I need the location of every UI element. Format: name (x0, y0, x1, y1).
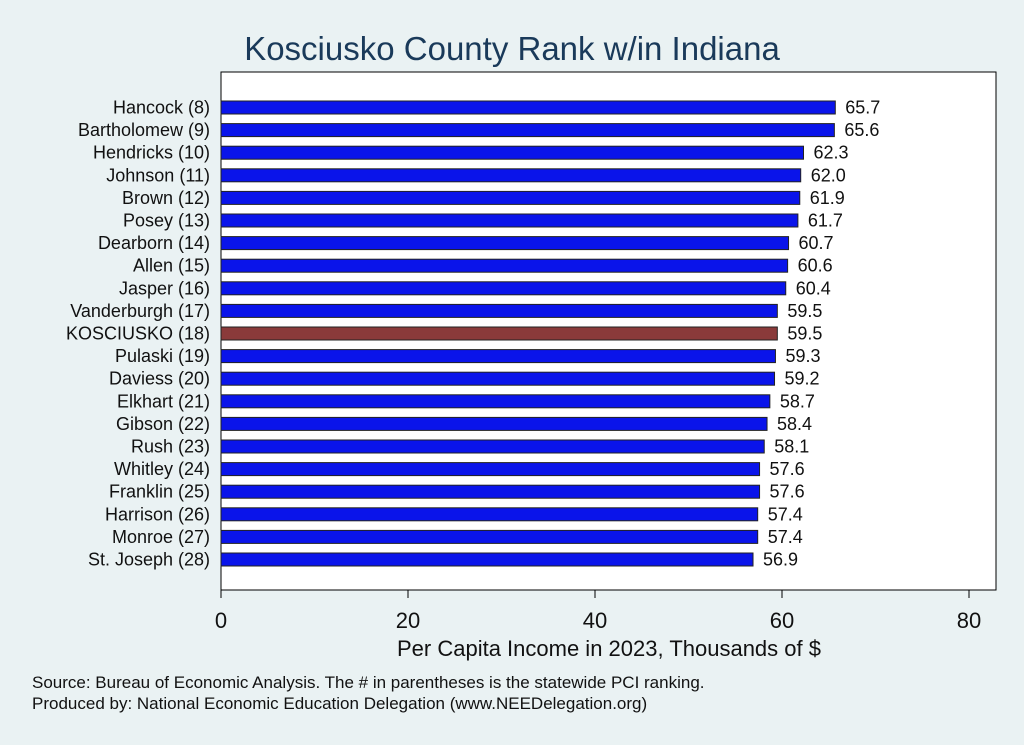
value-label: 62.3 (814, 143, 849, 163)
x-tick-label: 20 (396, 608, 420, 633)
value-label: 57.6 (770, 482, 805, 502)
category-label: Elkhart (21) (117, 391, 210, 411)
category-label: Gibson (22) (116, 414, 210, 434)
category-label: Dearborn (14) (98, 233, 210, 253)
category-label: Posey (13) (123, 211, 210, 231)
value-label: 65.7 (845, 98, 880, 118)
bar (220, 371, 776, 386)
value-label: 59.5 (787, 324, 822, 344)
category-label: Brown (12) (122, 188, 210, 208)
category-label: Harrison (26) (105, 504, 210, 524)
value-label: 61.9 (810, 188, 845, 208)
value-label: 57.4 (768, 527, 803, 547)
category-label: KOSCIUSKO (18) (66, 324, 210, 344)
category-label: Jasper (16) (119, 278, 210, 298)
category-label: Daviess (20) (109, 369, 210, 389)
category-label: Franklin (25) (109, 482, 210, 502)
bar (220, 552, 754, 567)
value-label: 59.2 (785, 369, 820, 389)
category-label: St. Joseph (28) (88, 550, 210, 570)
value-label: 57.4 (768, 504, 803, 524)
bar (220, 236, 790, 251)
x-tick-label: 0 (215, 608, 227, 633)
bar (220, 303, 778, 318)
bar (220, 281, 787, 296)
bar (220, 349, 776, 364)
value-label: 58.1 (774, 437, 809, 457)
x-tick-label: 80 (957, 608, 981, 633)
value-label: 60.6 (798, 256, 833, 276)
bar (220, 439, 765, 454)
bar (220, 190, 801, 205)
value-label: 59.3 (785, 346, 820, 366)
bar (220, 484, 761, 499)
value-label: 60.7 (799, 233, 834, 253)
category-label: Johnson (11) (106, 165, 210, 185)
category-label: Rush (23) (131, 437, 210, 457)
bar-highlight (220, 326, 778, 341)
category-label: Pulaski (19) (115, 346, 210, 366)
x-axis: 0 20 40 60 80 (215, 590, 981, 633)
value-label: 62.0 (811, 165, 846, 185)
bar (220, 123, 835, 138)
bar (220, 145, 805, 160)
category-label: Allen (15) (133, 256, 210, 276)
category-label: Hancock (8) (113, 98, 210, 118)
source-note: Source: Bureau of Economic Analysis. The… (32, 673, 705, 692)
bar (220, 394, 771, 409)
category-label: Whitley (24) (114, 459, 210, 479)
value-label: 57.6 (770, 459, 805, 479)
bar (220, 416, 768, 431)
bar (220, 258, 789, 273)
bar (220, 213, 799, 228)
value-label: 61.7 (808, 211, 843, 231)
category-label: Monroe (27) (112, 527, 210, 547)
x-tick-label: 60 (770, 608, 794, 633)
bar (220, 529, 759, 544)
chart-title: Kosciusko County Rank w/in Indiana (244, 30, 780, 67)
bar (220, 462, 761, 477)
value-label: 56.9 (763, 550, 798, 570)
bars-group: Hancock (8) 65.7 Bartholomew (9) 65.6 Hendri… (66, 98, 880, 570)
bar (220, 100, 836, 115)
producer-note: Produced by: National Economic Education… (32, 694, 647, 713)
category-label: Vanderburgh (17) (70, 301, 210, 321)
category-label: Hendricks (10) (93, 143, 210, 163)
value-label: 60.4 (796, 278, 831, 298)
value-label: 58.4 (777, 414, 812, 434)
x-axis-label: Per Capita Income in 2023, Thousands of … (397, 636, 821, 661)
category-label: Bartholomew (9) (78, 120, 210, 140)
value-label: 65.6 (844, 120, 879, 140)
bar (220, 168, 802, 183)
value-label: 59.5 (787, 301, 822, 321)
x-tick-label: 40 (583, 608, 607, 633)
bar (220, 507, 759, 522)
value-label: 58.7 (780, 391, 815, 411)
